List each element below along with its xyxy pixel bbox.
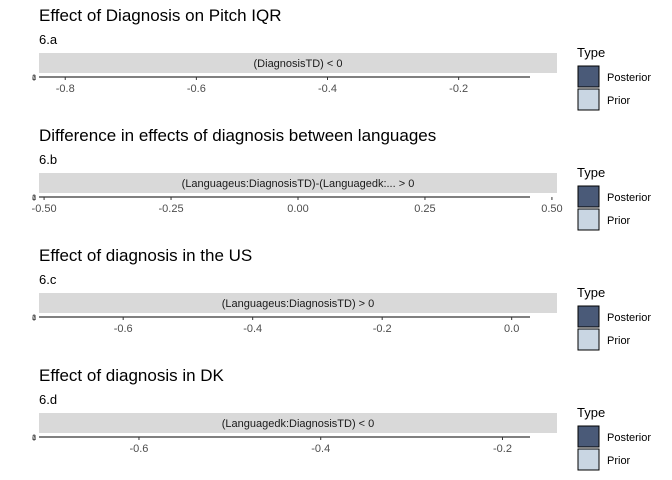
legend-label: Posterior [607,192,651,204]
facet-strip-label: (DiagnosisTD) < 0 [254,58,343,70]
panel-tag: 6.d [39,392,57,407]
y-tick-label: 1 [32,75,36,82]
facet-strip-label: (Languagedk:DiagnosisTD) < 0 [222,418,375,430]
facet-strip [39,293,557,313]
x-tick-label: -0.4 [243,323,262,335]
x-tick-label: -0.8 [56,83,75,95]
chart-title: Difference in effects of diagnosis betwe… [39,126,436,145]
x-tick-label: -0.25 [159,203,184,215]
legend-label: Prior [607,455,631,467]
legend-label: Posterior [607,312,651,324]
legend-title: Type [577,405,605,420]
facet-strip [39,173,557,193]
legend-key-posterior [577,185,600,208]
legend-label: Prior [607,215,631,227]
y-tick-label: 2 [32,74,36,81]
y-tick-label: 0 [32,196,36,203]
y-tick-label: 2 [32,314,36,321]
x-tick-label: 0.00 [287,203,308,215]
legend-title: Type [577,45,605,60]
legend-key-prior [577,328,600,351]
legend-title: Type [577,165,605,180]
legend-label: Posterior [607,432,651,444]
panel-tag: 6.b [39,152,57,167]
y-tick-label: 0 [32,76,36,83]
chart-panel: Effect of diagnosis in DK 6.d (Languagedk:… [32,366,651,471]
chart-panel: Effect of diagnosis in the US 6.c (Languag… [32,246,651,351]
y-tick-label: 0 [32,436,36,443]
legend-key-prior [577,448,600,471]
legend-key-posterior [577,425,600,448]
y-tick-label: 1 [32,315,36,322]
legend-key-prior [577,208,600,231]
x-tick-label: -0.50 [32,203,57,215]
x-tick-label: -0.4 [311,443,330,455]
y-tick-label: 1 [32,195,36,202]
legend-key-posterior [577,65,600,88]
x-tick-label: -0.2 [493,443,512,455]
chart-panel: Difference in effects of diagnosis betwe… [32,126,651,231]
legend-label: Posterior [607,72,651,84]
x-tick-label: -0.6 [114,323,133,335]
chart-panel: Effect of Diagnosis on Pitch IQR 6.a (Diag… [32,6,651,111]
x-tick-label: -0.2 [373,323,392,335]
y-tick-label: 2 [32,194,36,201]
x-tick-label: 0.0 [504,323,519,335]
x-tick-label: -0.2 [449,83,468,95]
panel-tag: 6.c [39,272,57,287]
x-tick-label: -0.4 [318,83,337,95]
facet-strip-label: (Languageus:DiagnosisTD) > 0 [222,298,375,310]
y-tick-label: 2 [32,434,36,441]
y-tick-label: 1 [32,435,36,442]
legend-key-posterior [577,305,600,328]
x-tick-label: 0.50 [541,203,562,215]
legend-label: Prior [607,95,631,107]
y-tick-label: 0 [32,316,36,323]
facet-strip [39,413,557,433]
facet-strip-label: (Languageus:DiagnosisTD)-(Languagedk:...… [182,178,415,190]
legend-key-prior [577,88,600,111]
panel-tag: 6.a [39,32,58,47]
x-tick-label: -0.6 [129,443,148,455]
chart-title: Effect of diagnosis in DK [39,366,225,385]
facet-strip [39,53,557,73]
chart-title: Effect of Diagnosis on Pitch IQR [39,6,282,25]
legend-label: Prior [607,335,631,347]
chart-title: Effect of diagnosis in the US [39,246,252,265]
x-tick-label: -0.6 [187,83,206,95]
x-tick-label: 0.25 [414,203,435,215]
legend-title: Type [577,285,605,300]
